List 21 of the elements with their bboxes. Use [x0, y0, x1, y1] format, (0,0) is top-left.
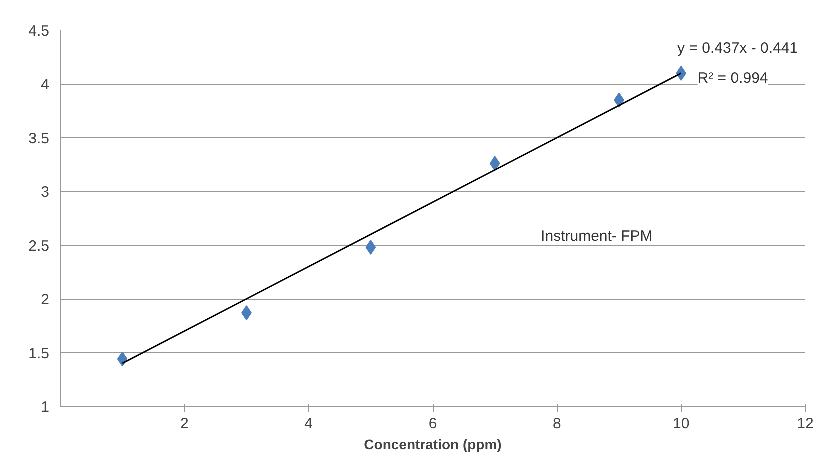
y-tick-label: 2	[41, 292, 50, 309]
y-tick-label: 1.5	[28, 345, 50, 362]
x-tick-label: 2	[180, 416, 189, 432]
y-tick-label: 4.5	[28, 23, 50, 40]
point	[366, 240, 376, 256]
y-tick-label: 1	[41, 399, 50, 416]
annotation: Instrument- FPM	[541, 228, 653, 245]
x-tick-label: 6	[428, 416, 438, 432]
y-tick-label: 3.5	[28, 130, 50, 148]
y-tick-label: 2.5	[28, 238, 50, 255]
x-tick-label: 12	[797, 416, 814, 432]
x-tick-label: 4	[304, 416, 314, 432]
point	[490, 156, 500, 172]
y-tick-label: 4	[41, 76, 50, 94]
x-axis-title: Concentration (ppm)	[364, 436, 502, 452]
annotation: R² = 0.994	[698, 70, 768, 87]
x-tick-label: 8	[552, 416, 562, 432]
point	[117, 352, 128, 367]
annotation: y = 0.437x - 0.441	[678, 40, 798, 57]
y-tick-label: 3	[41, 184, 50, 202]
x-tick-label: 10	[672, 416, 690, 432]
